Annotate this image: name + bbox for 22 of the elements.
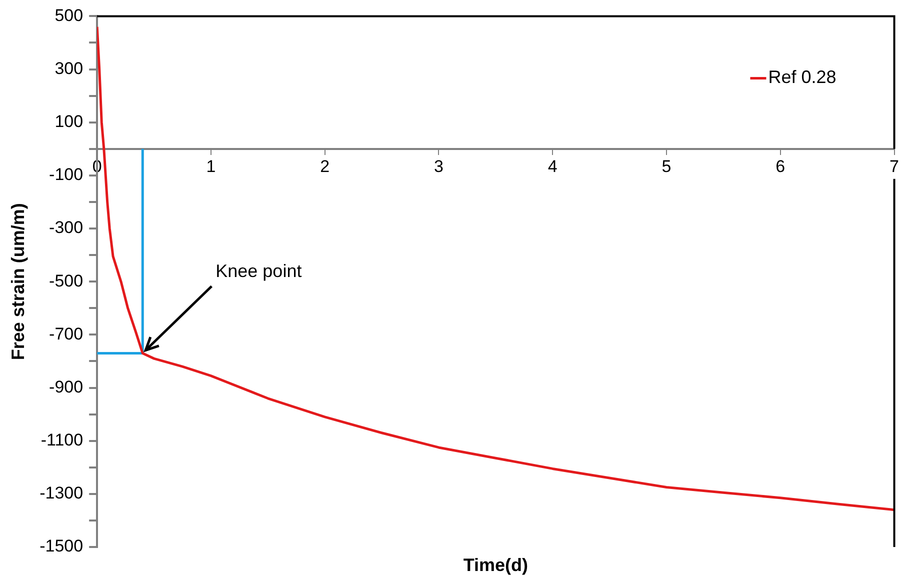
y-tick-label: -1100 — [40, 430, 84, 450]
x-tick-label: 4 — [548, 156, 558, 176]
x-tick-label: 7 — [890, 156, 900, 176]
y-axis-title: Free strain (um/m) — [8, 203, 28, 360]
x-tick-label: 6 — [776, 156, 786, 176]
y-tick-label: -100 — [49, 165, 84, 184]
x-tick-label: 5 — [662, 156, 672, 176]
y-tick-label: -1300 — [40, 484, 84, 503]
y-tick-label: -500 — [49, 271, 84, 290]
y-tick-label: 300 — [54, 58, 84, 78]
x-tick-label: 1 — [206, 156, 216, 176]
x-tick-label: 2 — [320, 156, 330, 176]
x-axis-title: Time(d) — [463, 554, 528, 575]
y-tick-label: 100 — [54, 112, 84, 132]
y-tick-label: -900 — [49, 377, 84, 396]
legend-label: Ref 0.28 — [768, 67, 836, 88]
y-tick-label: -300 — [49, 218, 84, 238]
x-tick-label: 3 — [434, 156, 444, 176]
y-tick-label: -700 — [49, 324, 84, 344]
y-tick-label: 500 — [54, 6, 84, 25]
y-tick-label: -1500 — [40, 536, 84, 556]
annotation: Knee point — [216, 261, 302, 282]
